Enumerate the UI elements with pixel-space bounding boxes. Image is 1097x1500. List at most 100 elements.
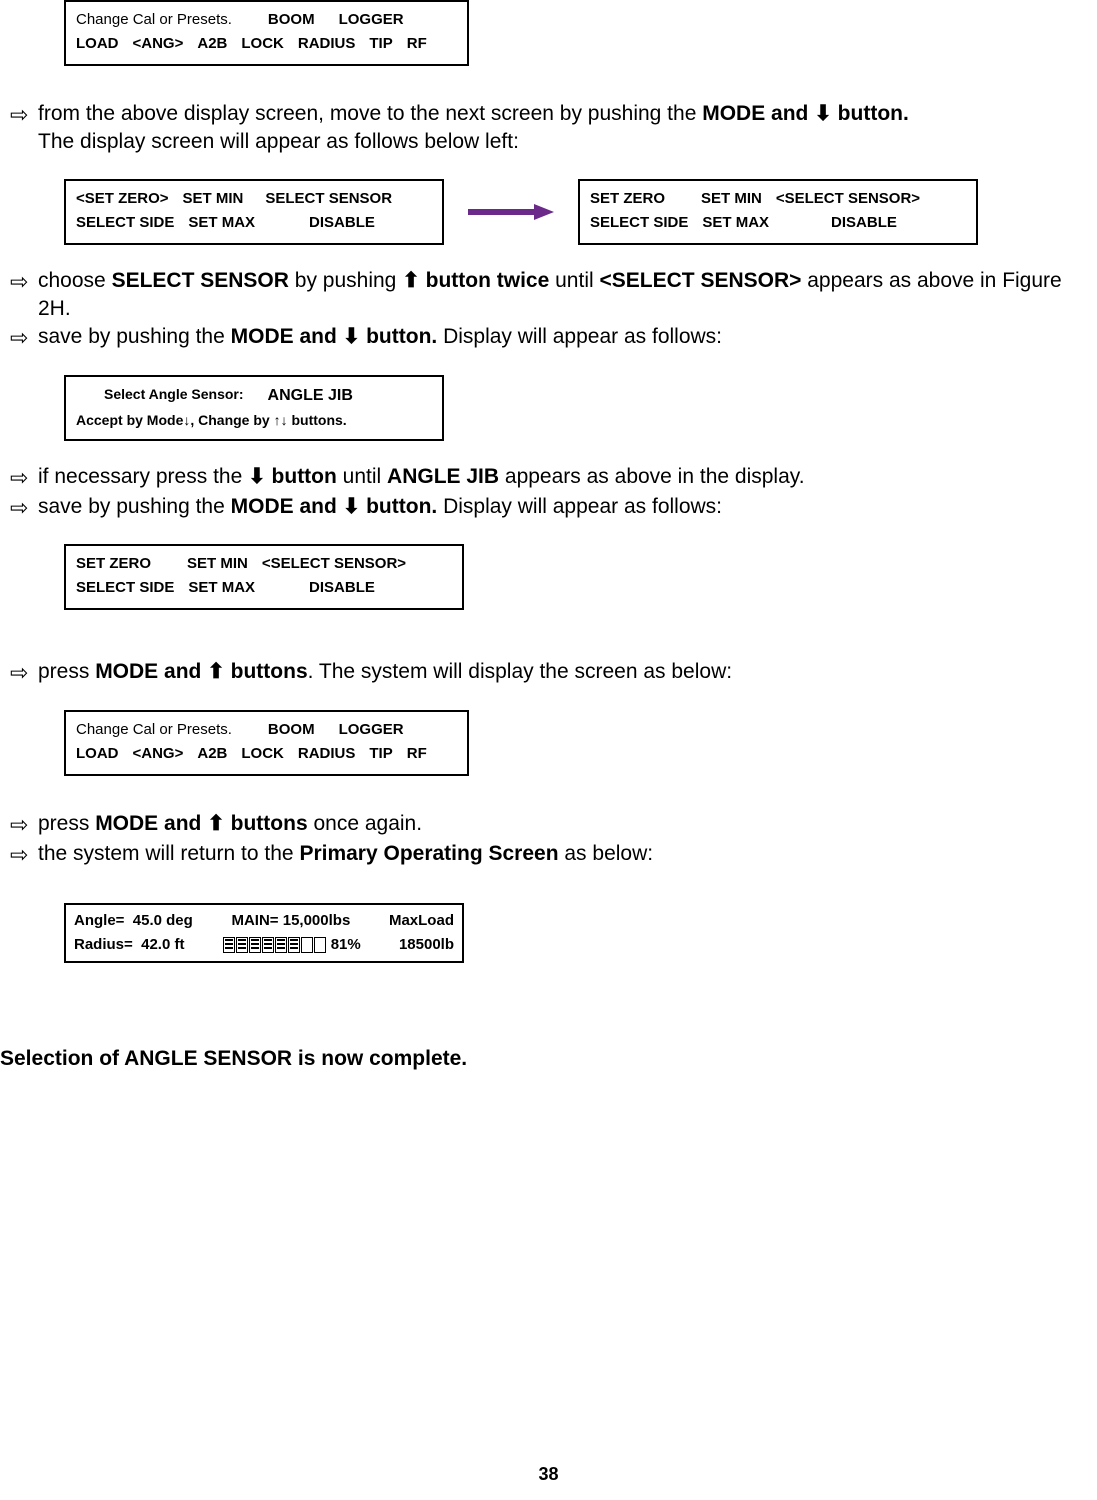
text: from the above display screen, move to t…	[38, 102, 702, 125]
text: by pushing	[289, 269, 402, 292]
maxload-label: MaxLoad	[389, 909, 454, 933]
text: as below:	[559, 842, 654, 865]
display-screen-angle-sensor: Select Angle Sensor: ANGLE JIB Accept by…	[64, 375, 1097, 441]
display-screen-primary: Angle= 45.0 deg MAIN= 15,000lbs MaxLoad …	[64, 903, 1097, 963]
text: SELECT SIDE	[590, 211, 688, 235]
text: SET MIN	[701, 187, 762, 211]
step-7: ⇨ press MODE and ⬆ buttons once again.	[10, 810, 1067, 840]
text: SET MAX	[702, 211, 769, 235]
text: Radius=	[74, 936, 133, 953]
text: A2B	[197, 32, 227, 56]
up-arrow-icon: ⬆	[207, 660, 225, 683]
text: . The system will display the screen as …	[308, 660, 732, 683]
text: Display will appear as follows:	[437, 495, 722, 518]
transition-arrow-icon	[468, 202, 554, 222]
display-screen-cal-presets-2: Change Cal or Presets. BOOM LOGGER LOAD …	[64, 710, 1097, 776]
text: button.	[832, 102, 909, 125]
text: ANGLE JIB	[387, 465, 499, 488]
text: DISABLE	[309, 576, 375, 600]
text: press	[38, 812, 95, 835]
text: TIP	[369, 32, 392, 56]
text: SET MIN	[183, 187, 244, 211]
step-1: ⇨ from the above display screen, move to…	[10, 100, 1067, 157]
display-screen-setzero-again: SET ZERO SET MIN <SELECT SENSOR> SELECT …	[64, 544, 1097, 610]
step-4: ⇨ if necessary press the ⬇ button until …	[10, 463, 1067, 493]
text: appears as above in the display.	[499, 465, 804, 488]
angle-value: 45.0 deg	[133, 912, 193, 929]
text: Display will appear as follows:	[437, 325, 722, 348]
load-bar-segment	[301, 937, 313, 953]
text: <SET ZERO>	[76, 187, 169, 211]
bullet-arrow-icon: ⇨	[10, 840, 38, 870]
step-6: ⇨ press MODE and ⬆ buttons. The system w…	[10, 658, 1067, 688]
load-bar-segment	[223, 937, 235, 953]
text: MODE and	[231, 495, 343, 518]
bullet-arrow-icon: ⇨	[10, 658, 38, 688]
text: button	[266, 465, 337, 488]
text: SELECT SIDE	[76, 211, 174, 235]
load-bar-segment	[262, 937, 274, 953]
text: save by pushing the	[38, 325, 231, 348]
text: RF	[407, 742, 427, 766]
text: <SELECT SENSOR>	[776, 187, 920, 211]
step-2: ⇨ choose SELECT SENSOR by pushing ⬆ butt…	[10, 267, 1067, 324]
down-arrow-icon: ⬇	[343, 325, 361, 348]
radius-value: 42.0 ft	[141, 936, 184, 953]
step-8: ⇨ the system will return to the Primary …	[10, 840, 1067, 870]
text: SELECT SIDE	[76, 576, 174, 600]
text: The display screen will appear as follow…	[38, 130, 519, 153]
text: if necessary press the	[38, 465, 248, 488]
page-number: 38	[0, 1462, 1097, 1486]
text: the system will return to the	[38, 842, 299, 865]
text: LOGGER	[339, 8, 404, 32]
text: SELECT SENSOR	[265, 187, 392, 211]
text: button twice	[420, 269, 550, 292]
text: save by pushing the	[38, 495, 231, 518]
down-arrow-icon: ⬇	[248, 465, 266, 488]
bullet-arrow-icon: ⇨	[10, 463, 38, 493]
text: Primary Operating Screen	[299, 842, 558, 865]
bullet-arrow-icon: ⇨	[10, 323, 38, 353]
display-screen-setzero-right: SET ZERO SET MIN <SELECT SENSOR> SELECT …	[578, 179, 978, 245]
text: SET MIN	[187, 552, 248, 576]
load-bar-segment	[249, 937, 261, 953]
text: SET ZERO	[590, 187, 665, 211]
text: RADIUS	[298, 32, 356, 56]
bullet-arrow-icon: ⇨	[10, 810, 38, 840]
text: LOCK	[241, 32, 284, 56]
text: MODE and	[95, 660, 207, 683]
text: until	[337, 465, 387, 488]
step-3: ⇨ save by pushing the MODE and ⬇ button.…	[10, 323, 1067, 353]
text: <SELECT SENSOR>	[600, 269, 802, 292]
up-arrow-icon: ⬆	[207, 812, 225, 835]
text: SET MAX	[188, 576, 255, 600]
bullet-arrow-icon: ⇨	[10, 100, 38, 130]
text: Change Cal or Presets.	[76, 8, 232, 32]
text: BOOM	[268, 718, 315, 742]
text: <ANG>	[133, 742, 184, 766]
main-load: MAIN= 15,000lbs	[231, 909, 350, 933]
text: button.	[360, 325, 437, 348]
step-5: ⇨ save by pushing the MODE and ⬇ button.…	[10, 493, 1067, 523]
text: RF	[407, 32, 427, 56]
text: ANGLE JIB	[268, 383, 353, 409]
load-bar-segment	[288, 937, 300, 953]
display-screen-pair: <SET ZERO> SET MIN SELECT SENSOR SELECT …	[64, 179, 1097, 245]
text: BOOM	[268, 8, 315, 32]
text: TIP	[369, 742, 392, 766]
up-arrow-icon: ⬆	[402, 269, 420, 292]
maxload-value: 18500lb	[399, 933, 454, 957]
text: Angle=	[74, 912, 124, 929]
load-bar	[223, 937, 327, 953]
text: LOGGER	[339, 718, 404, 742]
down-arrow-icon: ⬇	[343, 495, 361, 518]
text: buttons	[225, 660, 308, 683]
text: LOAD	[76, 32, 119, 56]
text: SET ZERO	[76, 552, 151, 576]
display-screen-setzero-left: <SET ZERO> SET MIN SELECT SENSOR SELECT …	[64, 179, 444, 245]
load-percent: 81%	[331, 933, 361, 957]
load-bar-segment	[314, 937, 326, 953]
text: button.	[360, 495, 437, 518]
text: DISABLE	[309, 211, 375, 235]
text: buttons	[225, 812, 308, 835]
